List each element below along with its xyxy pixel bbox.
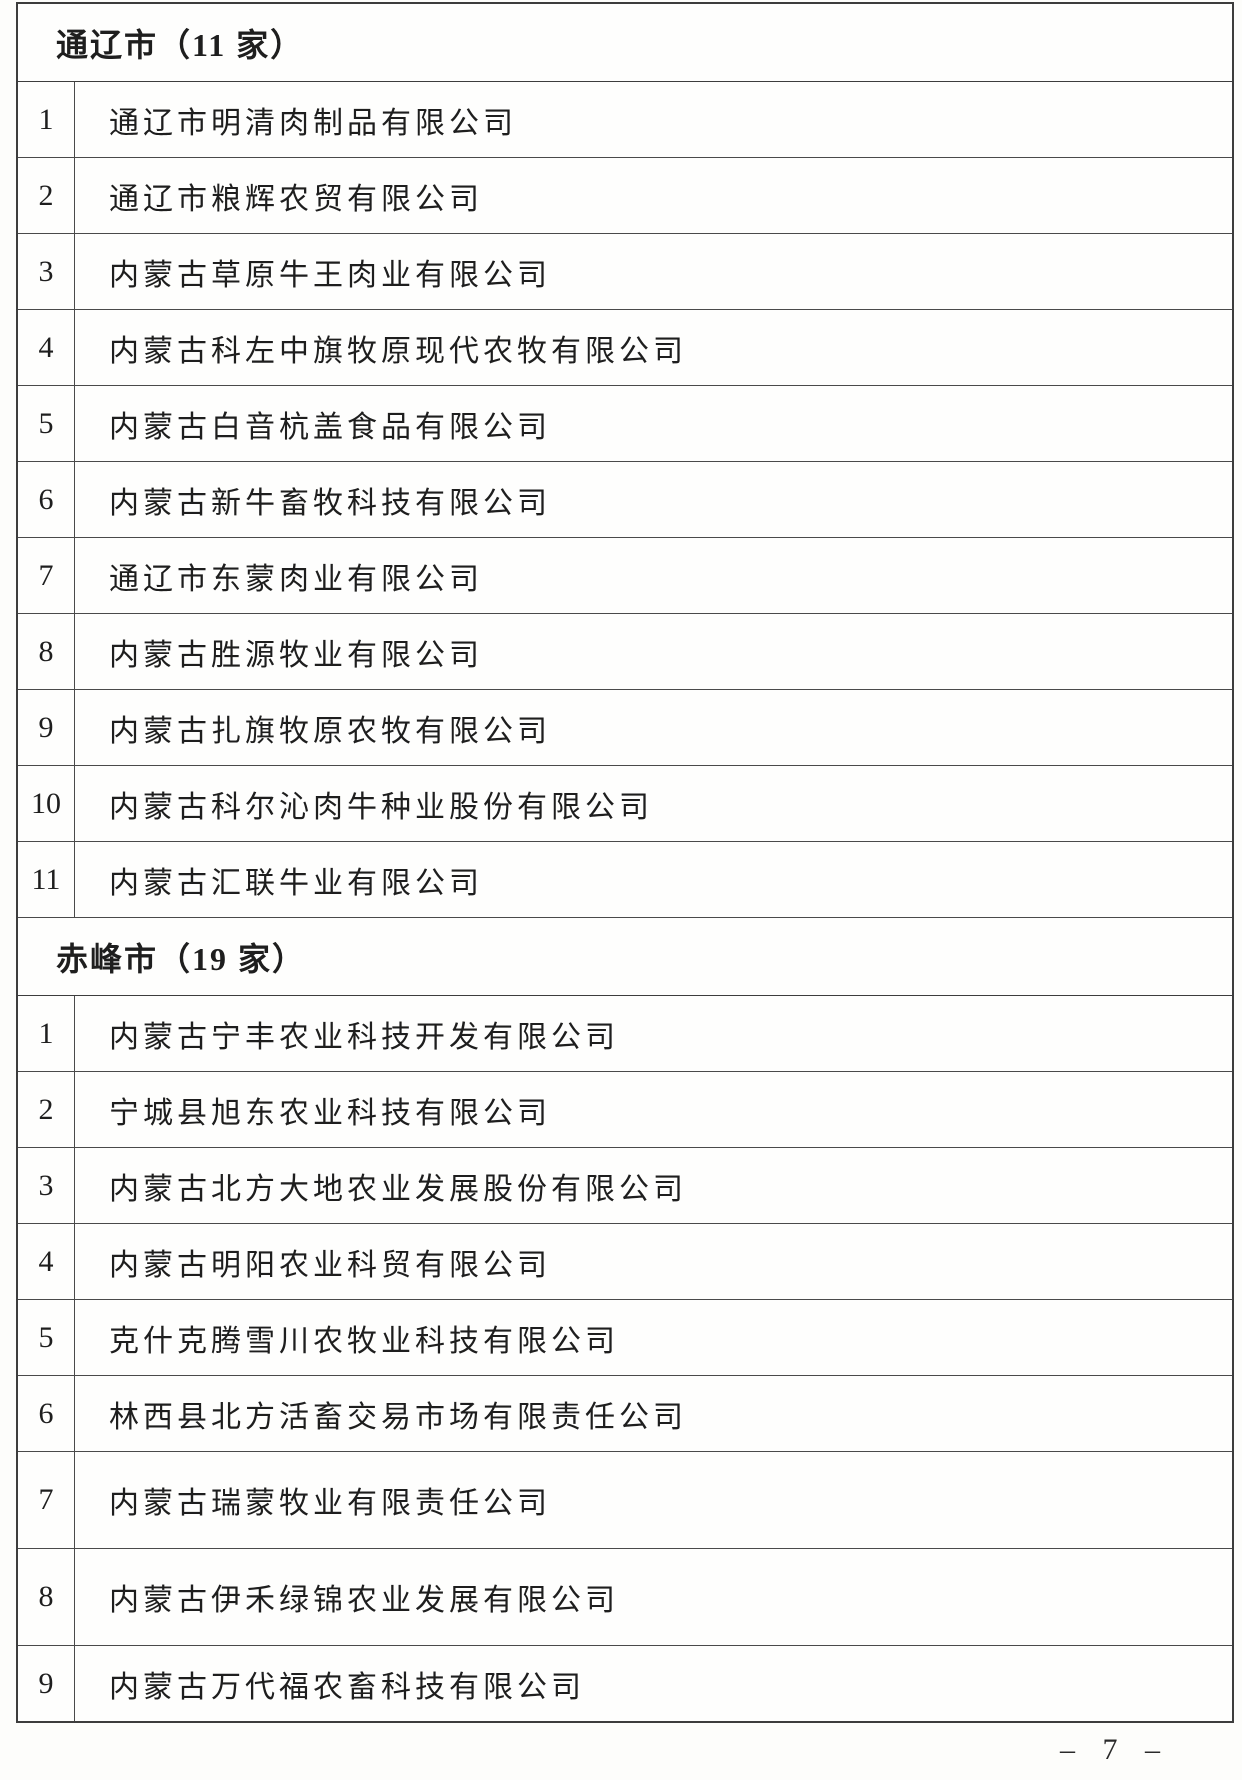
company-name: 内蒙古扎旗牧原农牧有限公司 [109, 714, 551, 748]
row-number: 4 [18, 310, 75, 385]
table-row: 6 林西县北方活畜交易市场有限责任公司 [18, 1376, 1232, 1452]
row-number: 1 [18, 82, 75, 157]
company-name: 内蒙古万代福农畜科技有限公司 [109, 1670, 585, 1704]
company-name: 克什克腾雪川农牧业科技有限公司 [109, 1324, 619, 1358]
table-row: 7 通辽市东蒙肉业有限公司 [18, 538, 1232, 614]
company-name: 内蒙古科左中旗牧原现代农牧有限公司 [109, 334, 687, 368]
table-row: 5 克什克腾雪川农牧业科技有限公司 [18, 1300, 1232, 1376]
company-name: 内蒙古科尔沁肉牛种业股份有限公司 [109, 790, 653, 824]
company-name: 通辽市粮辉农贸有限公司 [109, 182, 483, 216]
company-name: 内蒙古瑞蒙牧业有限责任公司 [109, 1487, 551, 1520]
company-name: 内蒙古新牛畜牧科技有限公司 [109, 486, 551, 520]
page-number: – 7 – [1060, 1733, 1170, 1766]
section-rows: 1 内蒙古宁丰农业科技开发有限公司 2 宁城县旭东农业科技有限公司 3 内蒙古北方大地农业… [18, 996, 1232, 1721]
row-number: 9 [18, 690, 75, 765]
row-number: 5 [18, 1300, 75, 1375]
row-number: 1 [18, 996, 75, 1071]
row-number: 8 [18, 614, 75, 689]
table-row: 9 内蒙古万代福农畜科技有限公司 [18, 1646, 1232, 1721]
row-number: 6 [18, 462, 75, 537]
table-row: 1 内蒙古宁丰农业科技开发有限公司 [18, 996, 1232, 1072]
table-row: 5 内蒙古白音杭盖食品有限公司 [18, 386, 1232, 462]
company-name: 通辽市明清肉制品有限公司 [109, 106, 517, 140]
company-name: 林西县北方活畜交易市场有限责任公司 [109, 1400, 687, 1434]
company-name: 内蒙古明阳农业科贸有限公司 [109, 1248, 551, 1282]
row-number: 8 [18, 1549, 75, 1645]
table-row: 2 宁城县旭东农业科技有限公司 [18, 1072, 1232, 1148]
row-number: 9 [18, 1646, 75, 1721]
table-row: 3 内蒙古北方大地农业发展股份有限公司 [18, 1148, 1232, 1224]
section-header: 赤峰市（19 家） [18, 918, 1232, 996]
row-number: 11 [18, 842, 75, 917]
table-row: 7 内蒙古瑞蒙牧业有限责任公司 [18, 1452, 1232, 1549]
table-row: 10 内蒙古科尔沁肉牛种业股份有限公司 [18, 766, 1232, 842]
company-name: 内蒙古白音杭盖食品有限公司 [109, 410, 551, 444]
table-row: 6 内蒙古新牛畜牧科技有限公司 [18, 462, 1232, 538]
row-number: 7 [18, 1452, 75, 1548]
row-number: 10 [18, 766, 75, 841]
table-row: 4 内蒙古科左中旗牧原现代农牧有限公司 [18, 310, 1232, 386]
section-rows: 1 通辽市明清肉制品有限公司 2 通辽市粮辉农贸有限公司 3 内蒙古草原牛王肉业有限公司 4… [18, 82, 1232, 918]
company-name: 内蒙古汇联牛业有限公司 [109, 866, 483, 900]
row-number: 3 [18, 234, 75, 309]
company-name: 内蒙古胜源牧业有限公司 [109, 638, 483, 672]
row-number: 6 [18, 1376, 75, 1451]
company-name: 内蒙古伊禾绿锦农业发展有限公司 [109, 1584, 619, 1617]
company-name: 内蒙古北方大地农业发展股份有限公司 [109, 1172, 687, 1206]
table-row: 8 内蒙古胜源牧业有限公司 [18, 614, 1232, 690]
table-row: 8 内蒙古伊禾绿锦农业发展有限公司 [18, 1549, 1232, 1646]
company-name: 内蒙古宁丰农业科技开发有限公司 [109, 1020, 619, 1054]
company-name: 通辽市东蒙肉业有限公司 [109, 562, 483, 596]
row-number: 3 [18, 1148, 75, 1223]
table-row: 11 内蒙古汇联牛业有限公司 [18, 842, 1232, 918]
row-number: 2 [18, 158, 75, 233]
section-header: 通辽市（11 家） [18, 4, 1232, 82]
row-number: 4 [18, 1224, 75, 1299]
table-row: 3 内蒙古草原牛王肉业有限公司 [18, 234, 1232, 310]
table-row: 9 内蒙古扎旗牧原农牧有限公司 [18, 690, 1232, 766]
row-number: 5 [18, 386, 75, 461]
company-table: 通辽市（11 家） 1 通辽市明清肉制品有限公司 2 通辽市粮辉农贸有限公司 3 内蒙古草原… [16, 2, 1234, 1723]
row-number: 7 [18, 538, 75, 613]
row-number: 2 [18, 1072, 75, 1147]
company-name: 宁城县旭东农业科技有限公司 [109, 1096, 551, 1130]
table-row: 4 内蒙古明阳农业科贸有限公司 [18, 1224, 1232, 1300]
table-row: 1 通辽市明清肉制品有限公司 [18, 82, 1232, 158]
table-row: 2 通辽市粮辉农贸有限公司 [18, 158, 1232, 234]
company-name: 内蒙古草原牛王肉业有限公司 [109, 258, 551, 292]
